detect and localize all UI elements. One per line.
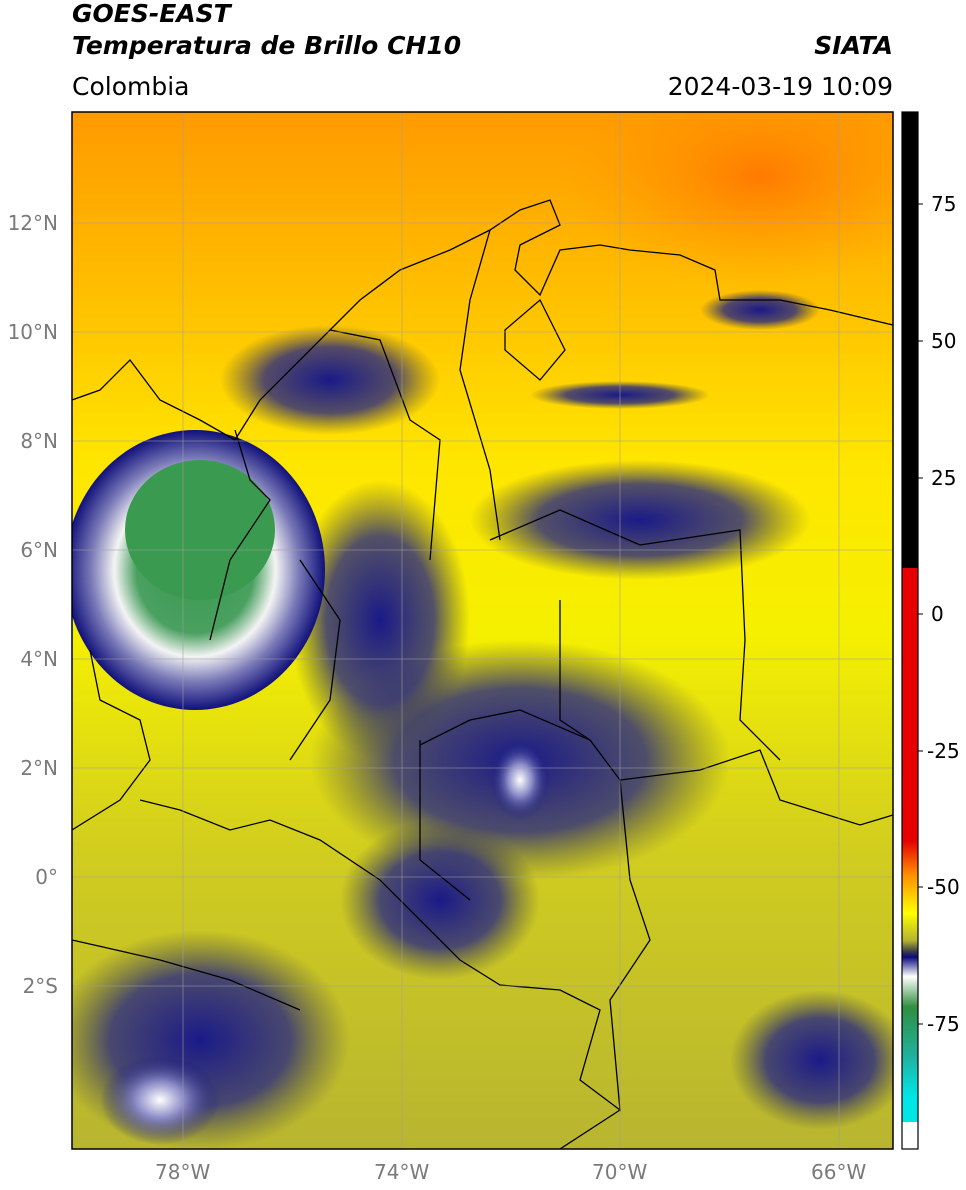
lat-tick-label: 8°N	[20, 429, 58, 453]
lat-tick-label: 2°N	[20, 756, 58, 780]
region-label: Colombia	[72, 72, 190, 101]
lat-tick-label: 6°N	[20, 538, 58, 562]
agency-label: SIATA	[814, 31, 893, 60]
datetime-label: 2024-03-19 10:09	[667, 72, 893, 101]
lat-tick-label: 4°N	[20, 647, 58, 671]
colorbar-tick-label: 0	[931, 602, 944, 626]
colorbar-tick-label: 50	[931, 329, 957, 353]
colorbar	[901, 111, 923, 1150]
lon-tick-label: 78°W	[155, 1160, 211, 1184]
lat-tick-label: 0°	[35, 865, 58, 889]
lon-tick-label: 74°W	[374, 1160, 430, 1184]
colorbar-tick-label: 75	[931, 192, 957, 216]
map-frame	[71, 111, 894, 1150]
product-title: Temperatura de Brillo CH10	[72, 31, 462, 60]
colorbar-tick-label: -50	[927, 875, 960, 899]
lat-tick-label: 2°S	[22, 974, 58, 998]
lat-tick-label: 12°N	[7, 211, 58, 235]
brightness-temperature-field	[72, 112, 893, 1149]
lon-tick-label: 66°W	[811, 1160, 867, 1184]
lat-tick-label: 10°N	[7, 320, 58, 344]
satellite-title: GOES-EAST	[72, 0, 231, 28]
colorbar-tick-label: 25	[931, 466, 957, 490]
lon-tick-label: 70°W	[592, 1160, 648, 1184]
colorbar-tick-label: -25	[927, 739, 960, 763]
colorbar-tick-label: -75	[927, 1012, 960, 1036]
